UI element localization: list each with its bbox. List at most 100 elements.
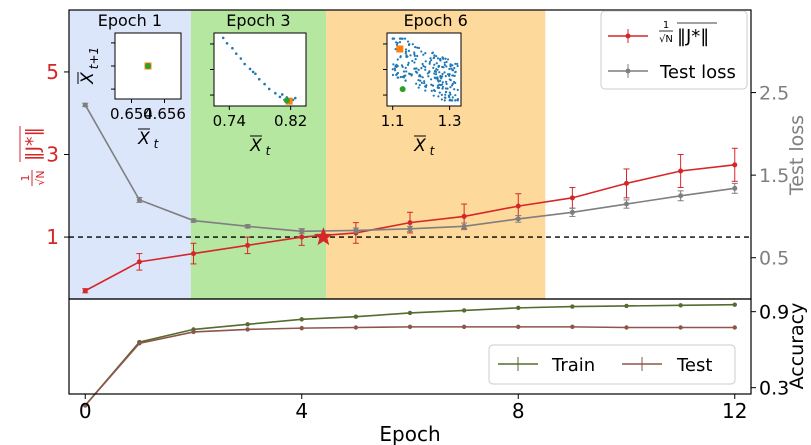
inset-point-2-3	[234, 52, 238, 55]
inset-cloud-point-213	[391, 37, 394, 40]
acc-point-0-12	[732, 302, 737, 307]
inset-cloud-point-205	[395, 43, 399, 46]
inset-cloud-point-7	[416, 54, 419, 58]
inset-green-marker-3	[399, 86, 406, 93]
point-0-11	[678, 168, 684, 174]
inset-cloud-point-51	[392, 63, 395, 66]
left-tick-label-2: 5	[46, 60, 59, 84]
inset-point-2-17	[280, 93, 284, 96]
inset-cloud-point-89	[423, 81, 426, 85]
x-tick-label-0: 0	[79, 399, 92, 423]
legend-top-box	[600, 10, 748, 90]
inset-cloud-point-4	[441, 75, 444, 78]
inset-cloud-point-111	[407, 61, 410, 64]
point-0-8	[515, 203, 521, 209]
point-0-0	[82, 288, 88, 294]
x-axis-label: Epoch	[379, 422, 440, 445]
inset-cloud-point-219	[433, 76, 436, 79]
inset-point-2-1	[225, 42, 229, 45]
inset-cloud-point-114	[417, 68, 420, 71]
point-1-8	[515, 216, 521, 222]
inset-cloud-point-63	[428, 62, 431, 65]
inset-cloud-point-184	[439, 57, 442, 61]
inset-point-2-2	[231, 46, 234, 50]
inset-cloud-point-175	[432, 66, 435, 70]
inset-cloud-point-83	[456, 62, 459, 66]
x-tick-label-1: 4	[295, 399, 308, 423]
inset-cloud-point-86	[433, 89, 437, 93]
x-tick-label-3: 12	[722, 399, 747, 423]
inset-cloud-point-85	[451, 96, 454, 99]
bottom-panel-series	[83, 302, 737, 408]
inset-cloud-point-199	[439, 75, 442, 79]
inset-xtick-label-1-1: 0.656	[143, 105, 186, 123]
inset-cloud-point-30	[413, 61, 416, 64]
acc-point-0-5	[353, 314, 359, 319]
inset-point-2-10	[267, 87, 271, 91]
inset-cloud-point-96	[404, 48, 408, 51]
inset-cloud-point-159	[417, 86, 420, 89]
inset-cloud-point-79	[414, 58, 417, 61]
inset-cloud-point-186	[438, 91, 441, 94]
inset-cloud-point-238	[429, 57, 432, 60]
inset-cloud-point-201	[431, 51, 434, 54]
left-label-den: √N	[34, 170, 47, 185]
inset-cloud-point-100	[445, 60, 448, 64]
inset-cloud-point-158	[391, 68, 394, 71]
point-1-4	[299, 228, 305, 234]
inset-cloud-point-216	[417, 46, 421, 50]
inset-cloud-point-221	[441, 65, 444, 69]
inset-cloud-point-94	[440, 98, 443, 101]
left-label-norm: ‖J*‖	[22, 127, 44, 161]
inset-cloud-point-187	[399, 37, 402, 40]
right-tick-label-1: 1.5	[759, 165, 789, 187]
inset-cloud-point-126	[418, 83, 421, 87]
inset-cloud-point-212	[399, 75, 403, 79]
inset-cloud-point-176	[444, 90, 448, 94]
inset-cloud-point-150	[448, 91, 451, 94]
inset-cloud-point-172	[394, 48, 397, 51]
inset-xlabel-sub-1: t	[154, 137, 160, 151]
inset-cloud-point-62	[403, 37, 407, 40]
point-0-12	[732, 162, 738, 168]
legend-norm-den: √N	[659, 34, 673, 45]
acc-point-0-3	[245, 322, 250, 327]
point-0-2	[190, 251, 196, 257]
inset-cloud-point-193	[422, 64, 425, 68]
inset-cloud-point-105	[394, 69, 397, 72]
x-tick-label-2: 8	[512, 399, 525, 423]
inset-cloud-point-174	[408, 72, 411, 75]
acc-point-0-7	[461, 308, 467, 313]
inset-cloud-point-75	[407, 49, 411, 52]
legend-norm-label: ‖J*‖	[677, 26, 709, 47]
inset-cloud-point-8	[437, 95, 440, 98]
inset-cloud-point-190	[453, 66, 456, 70]
region-title-1: Epoch 1	[98, 11, 162, 30]
acc-tick-label-0: 0.3	[759, 378, 789, 400]
inset-cloud-point-57	[416, 46, 419, 49]
right-axis-label: Test loss	[786, 115, 808, 196]
inset-cloud-point-125	[391, 73, 395, 77]
region-title-2: Epoch 3	[226, 11, 290, 30]
top-panel-series	[69, 102, 751, 294]
inset-cloud-point-209	[395, 72, 399, 75]
legend-test-label: Test	[676, 355, 712, 376]
acc-point-0-9	[570, 304, 575, 309]
inset-green-marker-2	[283, 97, 290, 104]
legend-test-loss-label: Test loss	[659, 62, 736, 83]
inset-cloud-point-198	[422, 53, 425, 56]
inset-cloud-point-113	[435, 62, 438, 65]
inset-point-2-9	[263, 82, 266, 86]
inset-cloud-point-116	[444, 57, 447, 60]
inset-cloud-point-35	[424, 60, 427, 63]
inset-point-2-8	[257, 77, 261, 81]
legend-top: Test loss 1 √N ‖J*‖	[600, 10, 748, 90]
inset-cloud-point-93	[441, 83, 444, 86]
inset-cloud-point-220	[393, 67, 396, 70]
acc-point-1-0	[83, 403, 88, 408]
inset-cloud-point-40	[443, 61, 446, 64]
acc-point-1-9	[570, 324, 575, 330]
